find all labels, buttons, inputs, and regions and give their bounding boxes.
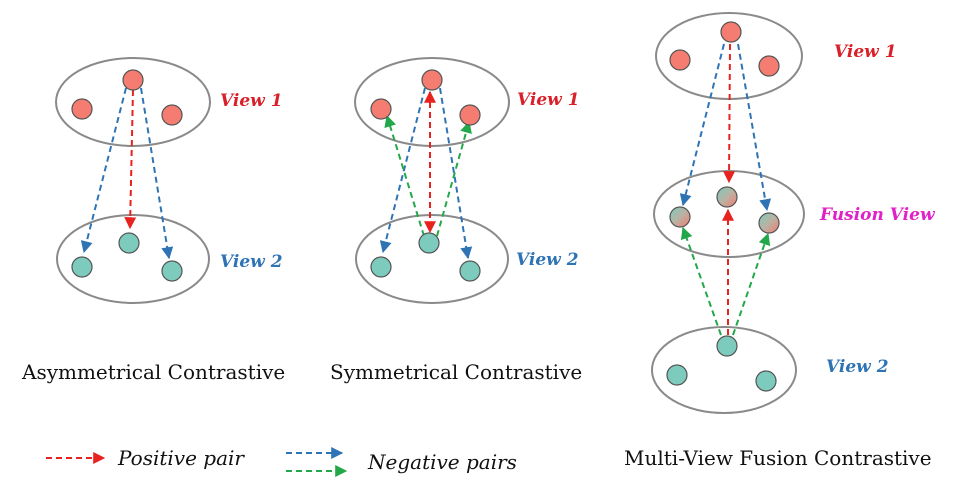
view1-ellipse bbox=[55, 57, 211, 147]
panel-caption: Multi-View Fusion Contrastive bbox=[624, 446, 932, 470]
view2-node bbox=[716, 335, 738, 357]
view2-label: View 2 bbox=[516, 250, 579, 270]
view1-node bbox=[122, 69, 144, 91]
fusion-node bbox=[669, 206, 691, 228]
fusion-view-label: Fusion View bbox=[819, 205, 936, 225]
negative-arrow bbox=[680, 226, 722, 336]
negative-arrow bbox=[732, 232, 771, 336]
view2-node bbox=[370, 256, 392, 278]
symmetrical-panel: View 1 View 2 Symmetrical Contrastive bbox=[330, 57, 582, 384]
view1-node bbox=[421, 69, 443, 91]
view1-node bbox=[71, 98, 93, 120]
view2-node bbox=[71, 256, 93, 278]
negative-legend-label: Negative pairs bbox=[367, 450, 517, 474]
negative-arrow bbox=[679, 43, 725, 207]
view1-label: View 1 bbox=[834, 42, 897, 62]
view2-node bbox=[459, 260, 481, 282]
view2-node bbox=[666, 364, 688, 386]
view1-label: View 1 bbox=[517, 90, 580, 110]
negative-arrow bbox=[379, 87, 426, 254]
negative-arrow bbox=[439, 87, 473, 260]
positive-arrow bbox=[124, 89, 137, 230]
negative-arrow bbox=[140, 87, 174, 260]
positive-legend-label: Positive pair bbox=[117, 446, 245, 470]
view2-ellipse bbox=[651, 326, 797, 414]
view2-node bbox=[118, 232, 140, 254]
negative-arrow bbox=[80, 87, 127, 254]
view2-node bbox=[755, 370, 777, 392]
view1-node bbox=[459, 104, 481, 126]
view1-node bbox=[669, 49, 691, 71]
positive-arrow bbox=[723, 43, 736, 184]
view1-node bbox=[720, 21, 742, 43]
view1-node bbox=[161, 104, 183, 126]
view1-node bbox=[758, 55, 780, 77]
fusion-ellipse bbox=[653, 170, 805, 258]
panel-caption: Asymmetrical Contrastive bbox=[21, 360, 285, 384]
view2-node bbox=[161, 260, 183, 282]
asymmetrical-panel: View 1 View 2 Asymmetrical Contrastive bbox=[21, 57, 285, 384]
view2-node bbox=[418, 232, 440, 254]
fusion-node bbox=[758, 212, 780, 234]
view2-label: View 2 bbox=[826, 357, 889, 377]
negative-arrow bbox=[737, 43, 772, 212]
legend: Positive pair Negative pairs bbox=[46, 446, 517, 477]
fusion-panel: View 1 Fusion View View 2 Multi-View Fus… bbox=[624, 12, 936, 470]
panel-caption: Symmetrical Contrastive bbox=[330, 360, 582, 384]
fusion-node bbox=[716, 186, 738, 208]
view1-label: View 1 bbox=[220, 91, 283, 111]
negative-arrow bbox=[384, 114, 425, 237]
view2-label: View 2 bbox=[220, 252, 283, 272]
view2-ellipse bbox=[56, 214, 210, 304]
view1-node bbox=[370, 98, 392, 120]
